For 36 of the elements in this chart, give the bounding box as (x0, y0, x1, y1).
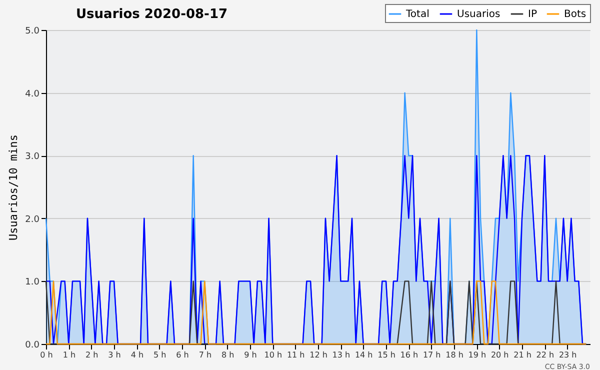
chart-title: Usuarios 2020-08-17 (76, 7, 228, 22)
y-tick-label: 1.0 (25, 278, 40, 288)
legend-label: Bots (564, 9, 586, 20)
x-tick-label: 9 h (244, 350, 257, 360)
y-tick-label: 4.0 (25, 89, 40, 100)
x-tick-label: 19 h (468, 350, 486, 360)
x-tick-label: 2 h (85, 350, 98, 360)
x-tick-label: 10 h (264, 350, 282, 360)
x-tick-label: 8 h (221, 350, 234, 360)
x-tick-label: 18 h (446, 350, 464, 360)
x-tick-label: 15 h (378, 350, 396, 360)
legend-label: Total (405, 9, 430, 20)
x-tick-label: 12 h (310, 350, 328, 360)
x-tick-label: 7 h (198, 350, 212, 360)
y-tick-label: 5.0 (25, 26, 40, 36)
y-tick-label: 2.0 (25, 214, 40, 225)
x-tick-label: 5 h (153, 350, 166, 360)
x-tick-label: 20 h (490, 350, 509, 360)
legend-label: Usuarios (457, 9, 500, 20)
x-tick-label: 21 h (514, 350, 532, 360)
x-tick-label: 6 h (176, 350, 189, 360)
x-tick-label: 0 h (40, 350, 53, 360)
x-tick-label: 13 h (332, 350, 350, 360)
x-tick-label: 17 h (422, 350, 441, 360)
x-tick-label: 1 h (62, 350, 76, 360)
x-tick-label: 3 h (108, 350, 121, 360)
y-tick-label: 0.0 (25, 340, 40, 350)
x-tick-label: 4 h (130, 350, 144, 360)
y-axis-title: Usuarios/10 mins (7, 134, 20, 240)
x-tick-label: 14 h (354, 350, 373, 360)
legend-label: IP (528, 9, 537, 20)
x-tick-label: 16 h (400, 350, 418, 360)
x-tick-label: 22 h (536, 350, 554, 360)
y-tick-label: 3.0 (25, 152, 40, 162)
x-tick-label: 23 h (558, 350, 577, 360)
x-tick-label: 11 h (286, 350, 305, 360)
